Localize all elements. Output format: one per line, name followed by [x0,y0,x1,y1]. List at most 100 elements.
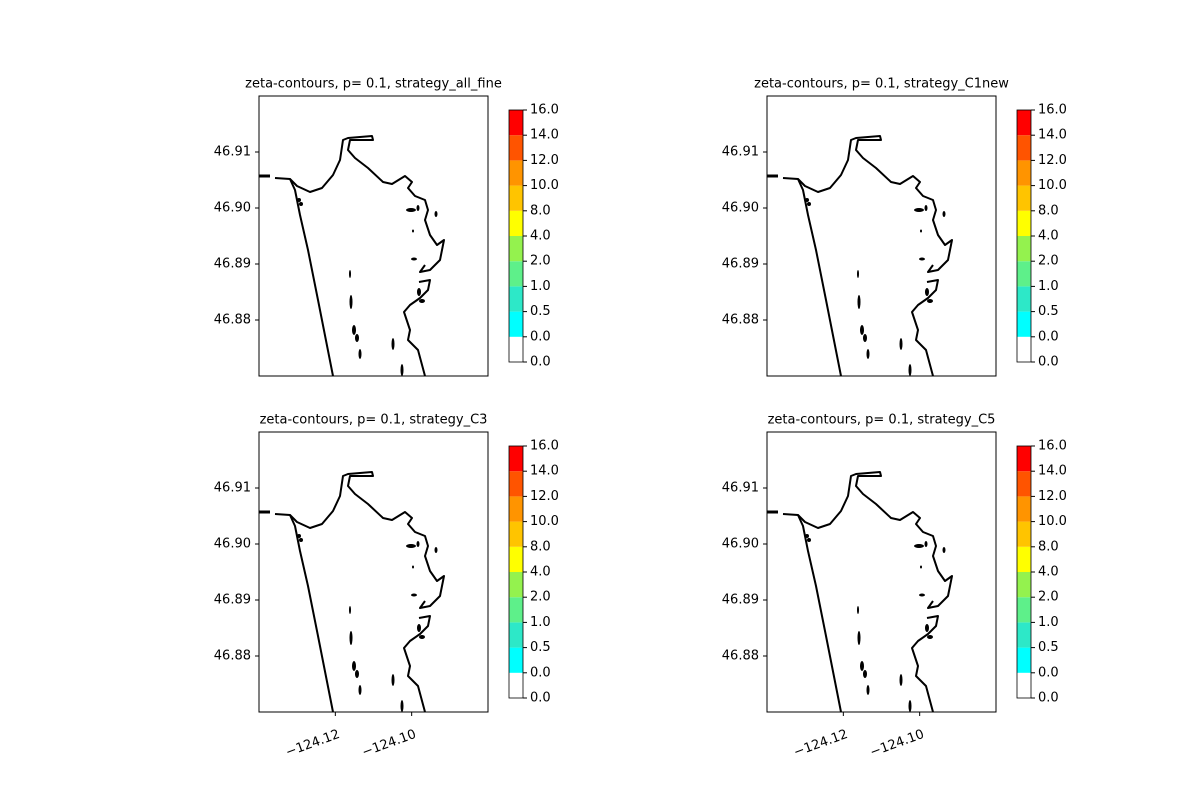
colorbar-tick-label: 1.0 [530,615,551,630]
colorbar-tick-label: 0.5 [1038,304,1059,319]
y-tick-label: 46.90 [722,537,759,552]
colorbar-tick-label: 0.0 [1038,355,1059,370]
colorbar-segment [1017,210,1031,236]
colorbar-segment [1017,597,1031,623]
subplot-title: zeta-contours, p= 0.1, strategy_C5 [768,413,996,428]
colorbar-segment [509,496,523,522]
colorbar-tick-label: 1.0 [530,279,551,294]
colorbar-tick-label: 0.5 [530,640,551,655]
colorbar-segment [509,572,523,598]
colorbar-segment [509,210,523,236]
colorbar-tick-label: 14.0 [530,464,559,479]
y-tick-label: 46.90 [214,201,251,216]
colorbar-segment [1017,647,1031,673]
colorbar-segment [509,311,523,337]
y-tick-label: 46.91 [722,481,759,496]
colorbar-segment [509,336,523,362]
y-tick-label: 46.89 [722,257,759,272]
colorbar-tick-label: 0.0 [1038,665,1059,680]
axes-frame [258,431,489,713]
colorbar-tick-label: 4.0 [530,229,551,244]
axes-frame [766,95,997,377]
colorbar-segment [1017,160,1031,186]
colorbar-segment [1017,471,1031,497]
colorbar-tick-label: 14.0 [1038,464,1067,479]
colorbar-segment [1017,311,1031,337]
axes-frame [258,95,489,377]
colorbar-segment [509,110,523,136]
subplot-title: zeta-contours, p= 0.1, strategy_all_fine [245,77,502,92]
colorbar-segment [509,622,523,648]
colorbar-tick-label: 0.0 [1038,329,1059,344]
colorbar-tick-label: 12.0 [530,153,559,168]
x-tick-label: −124.12 [284,727,342,760]
colorbar-segment [1017,521,1031,547]
colorbar-tick-label: 12.0 [1038,153,1067,168]
colorbar-tick-label: 2.0 [530,254,551,269]
y-tick-label: 46.90 [722,201,759,216]
colorbar-segment [509,647,523,673]
colorbar-tick-label: 8.0 [1038,203,1059,218]
y-tick-label: 46.91 [214,481,251,496]
y-tick-label: 46.88 [214,313,251,328]
y-tick-label: 46.89 [214,257,251,272]
colorbar-tick-label: 4.0 [530,565,551,580]
colorbar-segment [1017,110,1031,136]
colorbar-tick-label: 1.0 [1038,615,1059,630]
coastline [257,134,446,378]
colorbar-tick-label: 12.0 [1038,489,1067,504]
colorbar-segment [509,185,523,211]
colorbar-tick-label: 0.0 [530,665,551,680]
y-tick-label: 46.89 [214,593,251,608]
colorbar-tick-label: 4.0 [1038,565,1059,580]
colorbar-tick-label: 2.0 [530,590,551,605]
coastline [257,470,446,714]
colorbar-segment [1017,546,1031,572]
colorbar-segment [509,521,523,547]
colorbar-segment [1017,261,1031,287]
colorbar-segment [1017,185,1031,211]
colorbar-tick-label: 16.0 [530,439,559,454]
y-tick-label: 46.91 [722,145,759,160]
subplot-title: zeta-contours, p= 0.1, strategy_C3 [260,413,488,428]
axes-frame [766,431,997,713]
colorbar-segment [1017,672,1031,698]
colorbar-segment [1017,496,1031,522]
colorbar-tick-label: 12.0 [530,489,559,504]
colorbar-segment [1017,446,1031,472]
colorbar-tick-label: 8.0 [530,539,551,554]
colorbar-tick-label: 0.5 [1038,640,1059,655]
colorbar-tick-label: 0.0 [530,355,551,370]
colorbar-tick-label: 4.0 [1038,229,1059,244]
colorbar-segment [509,236,523,262]
colorbar-tick-label: 10.0 [530,514,559,529]
y-tick-label: 46.88 [722,313,759,328]
colorbar-segment [509,471,523,497]
coastline [765,470,954,714]
x-tick-label: −124.10 [360,727,418,760]
y-tick-label: 46.91 [214,145,251,160]
y-tick-label: 46.90 [214,537,251,552]
colorbar-tick-label: 0.0 [1038,691,1059,706]
colorbar-tick-label: 16.0 [1038,103,1067,118]
colorbar-segment [509,286,523,312]
colorbar-segment [509,546,523,572]
x-tick-label: −124.10 [868,727,926,760]
colorbar-tick-label: 14.0 [1038,128,1067,143]
colorbar-tick-label: 0.5 [530,304,551,319]
colorbar-tick-label: 14.0 [530,128,559,143]
colorbar-tick-label: 8.0 [1038,539,1059,554]
colorbar-segment [1017,236,1031,262]
x-tick-label: −124.12 [792,727,850,760]
colorbar-tick-label: 10.0 [530,178,559,193]
colorbar-segment [509,446,523,472]
subplot-title: zeta-contours, p= 0.1, strategy_C1new [754,77,1009,92]
colorbar-segment [509,160,523,186]
y-tick-label: 46.88 [214,649,251,664]
colorbar-tick-label: 8.0 [530,203,551,218]
y-tick-label: 46.88 [722,649,759,664]
colorbar-tick-label: 2.0 [1038,590,1059,605]
colorbar-segment [1017,622,1031,648]
colorbar-tick-label: 16.0 [1038,439,1067,454]
